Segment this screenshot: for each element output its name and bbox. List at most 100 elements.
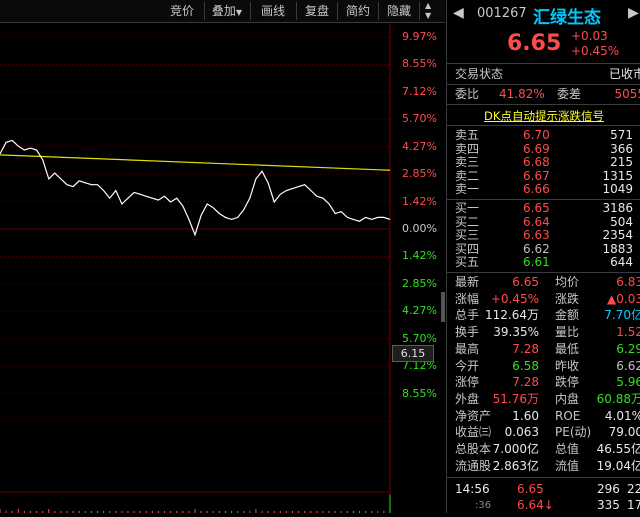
y-axis-label-down: 7.12% — [402, 359, 437, 373]
y-axis-label-down: 2.85% — [402, 276, 437, 290]
arrow-up-icon: ▲ — [425, 1, 432, 10]
y-axis-label-up: 4.27% — [402, 139, 437, 153]
ask-row[interactable]: 卖四 6.69 366 — [447, 141, 640, 156]
bid-volume: 3186 — [602, 201, 633, 215]
price-change: +0.03 — [571, 29, 608, 43]
bid-row[interactable]: 买三 6.63 2354 — [447, 229, 640, 242]
divider — [447, 84, 640, 85]
bid-level-label: 买五 — [455, 255, 480, 269]
panel-collapse-handle[interactable] — [441, 292, 445, 322]
stat-value: 60.88万 — [596, 391, 640, 406]
ask-volume: 571 — [610, 128, 633, 142]
ask-level-label: 卖一 — [455, 182, 480, 196]
tick-time: 14:56 — [455, 482, 490, 496]
stat-value: 6.58 — [512, 358, 539, 373]
tick-time: :36 — [475, 500, 492, 511]
toolbar-auction-button[interactable]: 竞价 — [169, 4, 194, 18]
stat-label: 收益㈢ — [455, 425, 492, 440]
tick-extra: 17 — [627, 498, 640, 512]
y-axis-label-up: 9.97% — [402, 30, 437, 43]
stat-row: 今开 6.58 昨收 6.62 — [447, 358, 640, 374]
stat-value: 51.76万 — [492, 391, 539, 406]
y-axis-label-down: 1.42% — [402, 249, 437, 263]
toolbar-draw-line-button[interactable]: 画线 — [250, 2, 295, 20]
y-axis-label-down: 4.27% — [402, 304, 437, 318]
last-price: 6.65 — [507, 31, 562, 56]
y-axis-label-up: 1.42% — [402, 194, 437, 208]
bid-level-label: 买三 — [455, 228, 480, 242]
stat-row: 最高 7.28 最低 6.29 — [447, 341, 640, 357]
ask-level-label: 卖三 — [455, 155, 480, 169]
nav-arrows-icon[interactable]: ▲ ▼ — [419, 1, 446, 20]
stat-label: PE(动) — [555, 425, 592, 440]
stat-value: 46.55亿 — [596, 442, 640, 456]
toolbar-replay-button[interactable]: 复盘 — [296, 2, 337, 20]
ask-row[interactable]: 卖三 6.68 215 — [447, 156, 640, 169]
stat-row: 净资产 1.60 ROE 4.01% — [447, 408, 640, 424]
y-axis-label-up: 7.12% — [402, 84, 437, 98]
ask-level-label: 卖二 — [455, 168, 480, 183]
stat-label: 今开 — [455, 358, 480, 373]
toolbar-overlay-button[interactable]: 叠加▼ — [204, 2, 249, 20]
stat-row: 总股本 7.000亿 总值 46.55亿 — [447, 441, 640, 457]
trade-status-label: 交易状态 — [455, 67, 504, 81]
ask-volume: 366 — [610, 141, 633, 156]
bid-level-label: 买一 — [455, 201, 480, 215]
dk-signal-link[interactable]: DK点自动提示涨跌信号 — [484, 109, 604, 123]
bid-row[interactable]: 买一 6.65 3186 — [447, 202, 640, 215]
stat-label: 均价 — [555, 275, 580, 289]
average-price-line — [0, 154, 391, 171]
stat-value: 79.00 — [608, 425, 640, 440]
toolbar-simple-button[interactable]: 简约 — [337, 2, 378, 20]
chart-toolbar: 竞价 叠加▼ 画线 复盘 简约 隐藏 ▲ ▼ — [0, 0, 445, 22]
stat-value: 4.01% — [604, 408, 640, 423]
toolbar-divider — [0, 22, 445, 23]
stat-label: 最高 — [455, 341, 480, 356]
order-ratio-value: 41.82% — [499, 87, 545, 101]
stat-row: 涨停 7.28 跌停 5.96 — [447, 374, 640, 390]
stat-label: 昨收 — [555, 358, 580, 373]
tick-row: 14:56 6.65 296 22 — [447, 482, 640, 497]
stat-value: 2.863亿 — [492, 458, 539, 473]
tick-extra: 22 — [627, 482, 640, 496]
bid-level-label: 买二 — [455, 214, 480, 229]
stat-label: 总手 — [455, 308, 480, 323]
stat-value: 1.52 — [616, 325, 640, 340]
y-axis-label-up: 2.85% — [402, 167, 437, 181]
panel-prev-arrow-icon[interactable]: ◀ — [453, 5, 464, 21]
price-cursor-tag: 6.15 — [392, 345, 434, 362]
stat-value: 112.64万 — [485, 308, 539, 323]
bid-volume: 2354 — [602, 228, 633, 242]
ask-price: 6.70 — [523, 128, 550, 142]
ask-volume: 1049 — [602, 182, 633, 196]
ask-price: 6.67 — [523, 168, 550, 183]
bid-row[interactable]: 买四 6.62 1883 — [447, 241, 640, 256]
trade-status-row: 交易状态 已收市 — [447, 67, 640, 82]
ask-price: 6.66 — [523, 182, 550, 196]
ask-row[interactable]: 卖一 6.66 1049 — [447, 183, 640, 196]
bid-row[interactable]: 买二 6.64 504 — [447, 214, 640, 229]
stat-row: 总手 112.64万 金额 7.70亿 — [447, 307, 640, 323]
bid-price: 6.62 — [523, 241, 550, 256]
stat-value: 7.28 — [512, 341, 539, 356]
panel-next-arrow-icon[interactable]: ▶ — [628, 5, 639, 21]
stat-label: 外盘 — [455, 391, 480, 406]
divider — [447, 63, 640, 64]
stat-label: 最新 — [455, 275, 480, 289]
chevron-down-icon: ▼ — [235, 8, 243, 17]
y-axis-label-down: 5.70% — [402, 331, 437, 345]
divider — [447, 199, 640, 200]
stat-value: 7.28 — [512, 375, 539, 390]
intraday-chart[interactable]: 9.97% 8.55% 7.12% 5.70% 4.27% 2.85% 1.42% 0.00%… — [0, 22, 445, 513]
stat-label: 总值 — [555, 442, 580, 456]
stat-label: 量比 — [555, 325, 580, 340]
bid-row[interactable]: 买五 6.61 644 — [447, 256, 640, 269]
divider — [447, 104, 640, 105]
ask-row[interactable]: 卖五 6.70 571 — [447, 129, 640, 142]
y-axis-label-down: 8.55% — [402, 386, 437, 400]
ask-volume: 215 — [610, 155, 633, 169]
bid-level-label: 买四 — [455, 241, 480, 256]
ask-row[interactable]: 卖二 6.67 1315 — [447, 168, 640, 183]
toolbar-hide-button[interactable]: 隐藏 — [378, 2, 419, 20]
stat-value: ▲0.03 — [607, 291, 640, 306]
